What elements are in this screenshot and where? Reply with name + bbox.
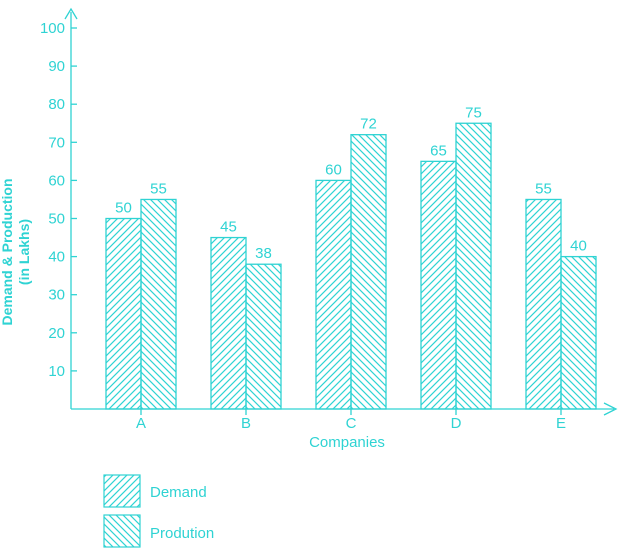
y-axis-label: Demand & Production (in Lakhs) <box>0 178 32 325</box>
x-tick-label-a: A <box>136 415 146 432</box>
bar-demand-d <box>420 160 457 410</box>
x-ticks: A B C D E <box>136 409 566 432</box>
legend-label-production: Prodution <box>150 525 214 542</box>
bar-demand-e <box>525 198 562 410</box>
bar-demand-c <box>315 179 352 410</box>
legend-swatch-production <box>103 514 141 548</box>
x-tick-label-e: E <box>556 415 566 432</box>
legend-label-demand: Demand <box>150 484 207 501</box>
y-tick-label: 10 <box>48 363 65 380</box>
y-tick-label: 60 <box>48 172 65 189</box>
x-axis-label: Companies <box>309 434 385 451</box>
y-tick-label: 20 <box>48 325 65 342</box>
y-tick-label: 30 <box>48 287 65 304</box>
data-label-prodution-a: 55 <box>150 180 167 197</box>
y-tick-label: 70 <box>48 134 65 151</box>
data-label-prodution-c: 72 <box>360 116 377 133</box>
bar-prodution-b <box>245 263 282 410</box>
y-axis-label-line2: (in Lakhs) <box>16 219 32 285</box>
y-tick-label: 40 <box>48 249 65 266</box>
y-tick-label: 50 <box>48 211 65 228</box>
data-label-demand-c: 60 <box>325 161 342 178</box>
y-axis-label-line1: Demand & Production <box>0 178 15 325</box>
x-axis-arrow <box>603 402 618 416</box>
data-label-demand-b: 45 <box>220 219 237 236</box>
data-label-demand-a: 50 <box>115 200 132 217</box>
legend-swatch-demand <box>103 474 141 508</box>
y-ticks: 10 20 30 40 50 60 70 80 90 100 <box>40 20 77 380</box>
data-label-demand-e: 55 <box>535 180 552 197</box>
bar-prodution-e <box>560 255 597 410</box>
legend: Demand Prodution <box>103 474 214 548</box>
y-axis-arrow <box>64 7 78 20</box>
y-tick-label: 90 <box>48 58 65 75</box>
y-tick-label: 100 <box>40 20 65 37</box>
legend-item-demand: Demand <box>103 474 207 508</box>
y-tick-label: 80 <box>48 96 65 113</box>
bar-prodution-d <box>455 122 492 410</box>
x-tick-label-d: D <box>451 415 462 432</box>
data-label-prodution-b: 38 <box>255 245 272 262</box>
x-tick-label-c: C <box>346 415 357 432</box>
data-label-prodution-d: 75 <box>465 104 482 121</box>
bar-prodution-c <box>350 134 387 410</box>
data-label-prodution-e: 40 <box>570 238 587 255</box>
bar-prodution-a <box>140 198 177 410</box>
bar-demand-b <box>210 236 247 410</box>
data-label-demand-d: 65 <box>430 142 447 159</box>
x-tick-label-b: B <box>241 415 251 432</box>
legend-item-production: Prodution <box>103 514 214 548</box>
bars: 50 55 45 38 60 72 65 75 55 40 <box>105 104 597 410</box>
bar-demand-a <box>105 217 142 410</box>
